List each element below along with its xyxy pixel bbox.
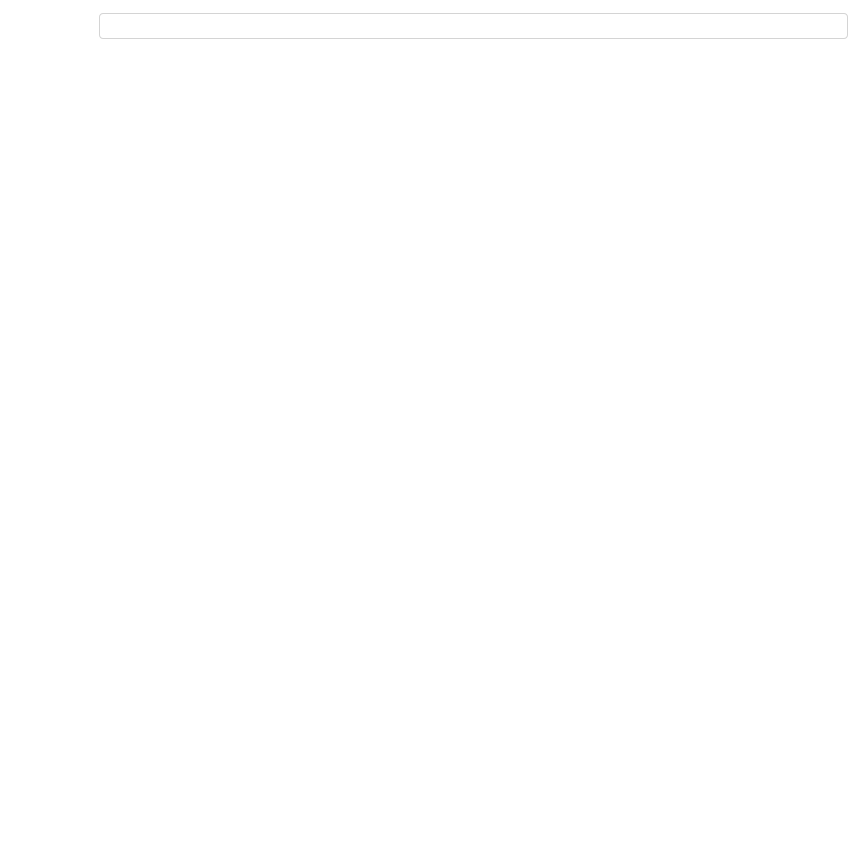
legend bbox=[99, 13, 848, 39]
